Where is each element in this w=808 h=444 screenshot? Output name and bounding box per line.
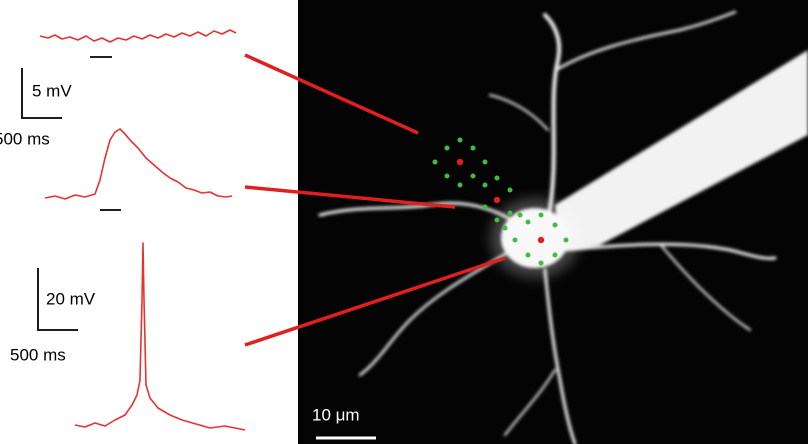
scale-label: 5 mV (32, 81, 72, 100)
trace (45, 129, 232, 199)
trace (75, 243, 245, 430)
micrograph: 10 μm (298, 0, 808, 444)
scale-label: 500 ms (0, 129, 50, 148)
scale-label: 500 ms (10, 345, 66, 364)
scale-label: 20 mV (46, 289, 96, 308)
trace (40, 30, 236, 42)
image-scale-label: 10 μm (312, 405, 360, 424)
figure: 10 μm 5 mV 500 ms 20 mV 500 ms (0, 0, 808, 444)
